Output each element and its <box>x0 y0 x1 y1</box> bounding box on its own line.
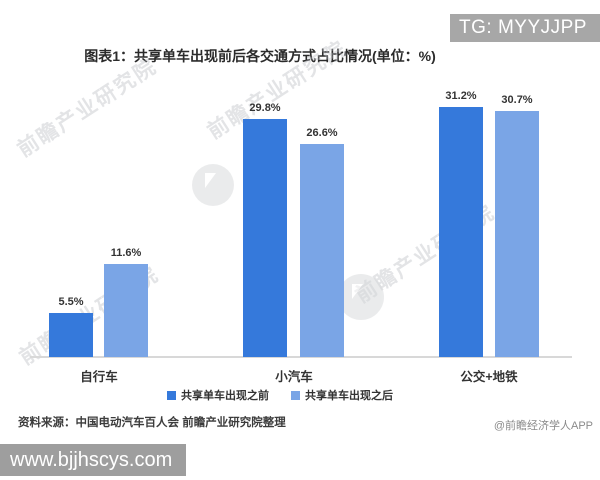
bar-value-label: 26.6% <box>306 127 338 139</box>
bar-value-label: 11.6% <box>110 247 142 259</box>
bar-series2-cat3 <box>495 111 539 357</box>
legend-item-before: 共享单车出现之前 <box>167 387 269 403</box>
legend-label-after: 共享单车出现之后 <box>305 390 393 402</box>
legend-swatch-after <box>291 390 300 400</box>
qianzhan-logo-watermark-icon <box>338 274 384 320</box>
app-credit: @前瞻经济学人APP <box>493 420 593 432</box>
bar-value-label: 31.2% <box>445 90 477 102</box>
category-label-car: 小汽车 <box>275 370 313 384</box>
data-source-note: 资料来源：中国电动汽车百人会 前瞻产业研究院整理 <box>18 417 286 429</box>
legend-label-before: 共享单车出现之前 <box>181 390 269 402</box>
bar-series2-cat2 <box>300 144 344 357</box>
bar-series1-cat3 <box>439 107 483 357</box>
website-badge: www.bjjhscys.com <box>0 444 186 476</box>
category-label-bus-subway: 公交+地铁 <box>460 370 518 384</box>
category-label-bicycle: 自行车 <box>80 370 118 384</box>
chart-legend: 共享单车出现之前 共享单车出现之后 <box>167 387 393 403</box>
tg-contact-badge: TG: MYYJJPP <box>450 14 600 42</box>
qianzhan-logo-watermark-icon <box>192 164 234 206</box>
bar-series1-cat1 <box>49 313 93 357</box>
x-axis-line <box>30 356 572 358</box>
chart-title: 图表1：共享单车出现前后各交通方式占比情况(单位：%) <box>84 48 436 64</box>
bar-value-label: 29.8% <box>249 102 281 114</box>
legend-swatch-before <box>167 390 176 400</box>
bar-series2-cat1 <box>104 264 148 357</box>
bar-series1-cat2 <box>243 119 287 357</box>
bar-value-label: 5.5% <box>58 296 84 308</box>
bar-value-label: 30.7% <box>501 94 533 106</box>
legend-item-after: 共享单车出现之后 <box>291 387 393 403</box>
